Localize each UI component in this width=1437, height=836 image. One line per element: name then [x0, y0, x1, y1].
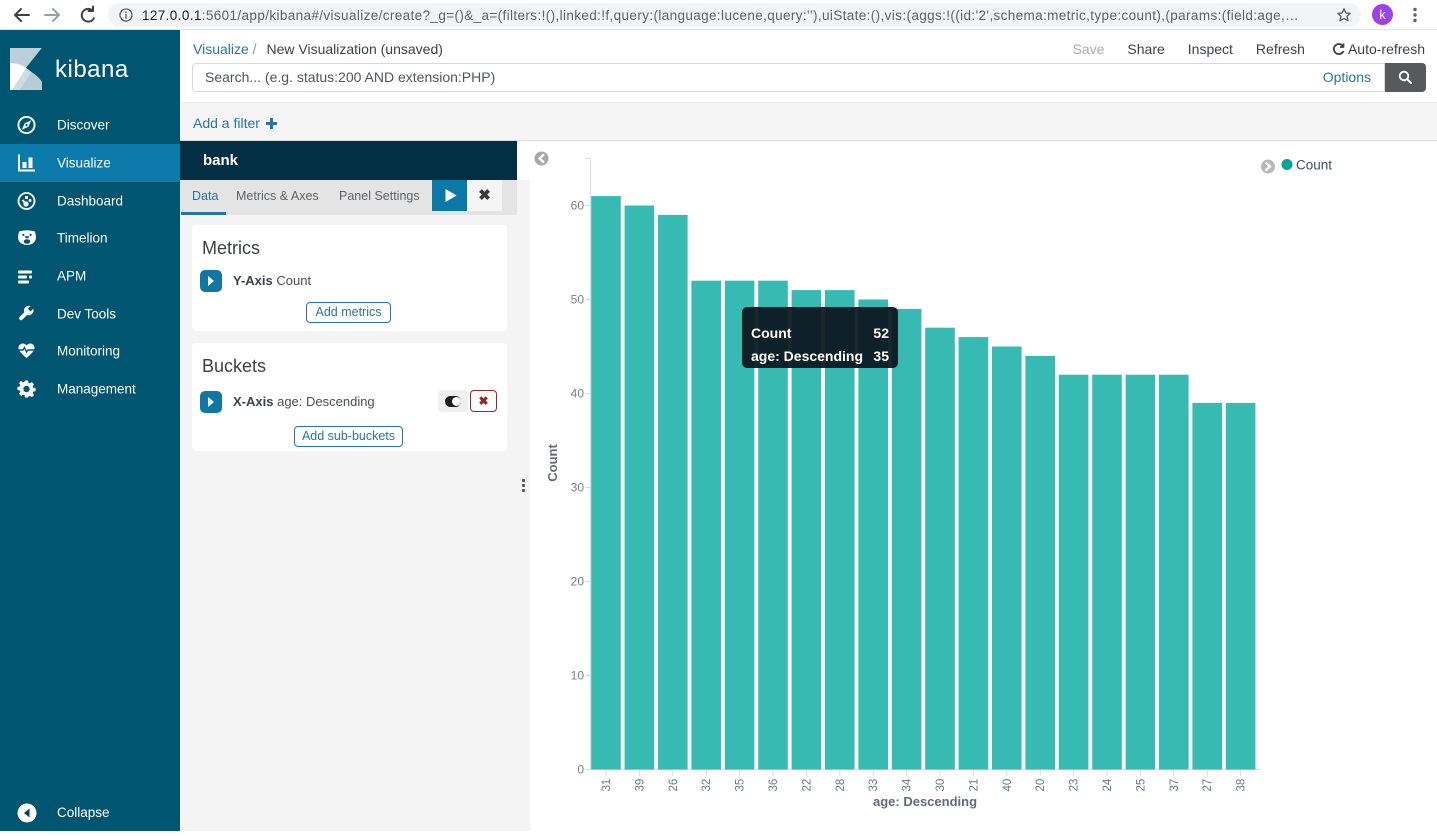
svg-text:0: 0 — [577, 763, 584, 777]
svg-text:21: 21 — [968, 779, 980, 792]
svg-text:38: 38 — [1236, 779, 1248, 792]
svg-text:37: 37 — [1169, 779, 1181, 792]
svg-text:10: 10 — [571, 669, 585, 683]
svg-text:31: 31 — [601, 779, 613, 792]
svg-text:36: 36 — [768, 779, 780, 792]
svg-text:30: 30 — [571, 481, 585, 495]
svg-text:age: Descending: age: Descending — [873, 794, 977, 809]
svg-text:33: 33 — [868, 779, 880, 792]
svg-text:20: 20 — [571, 575, 585, 589]
svg-text:35: 35 — [735, 779, 747, 792]
svg-text:28: 28 — [835, 779, 847, 792]
svg-text:60: 60 — [571, 199, 585, 213]
svg-text:Count: Count — [1296, 158, 1332, 173]
svg-text:30: 30 — [935, 779, 947, 792]
svg-text:34: 34 — [902, 778, 914, 791]
svg-text:25: 25 — [1135, 779, 1147, 792]
svg-text:32: 32 — [701, 779, 713, 792]
svg-text:27: 27 — [1202, 779, 1214, 792]
svg-text:26: 26 — [668, 779, 680, 792]
svg-text:40: 40 — [571, 387, 585, 401]
svg-text:39: 39 — [634, 779, 646, 792]
svg-text:20: 20 — [1035, 779, 1047, 792]
svg-text:22: 22 — [801, 779, 813, 792]
svg-text:Count: Count — [545, 444, 560, 482]
svg-text:50: 50 — [571, 293, 585, 307]
svg-text:23: 23 — [1069, 779, 1081, 792]
svg-text:24: 24 — [1102, 778, 1114, 791]
svg-text:40: 40 — [1002, 779, 1014, 792]
